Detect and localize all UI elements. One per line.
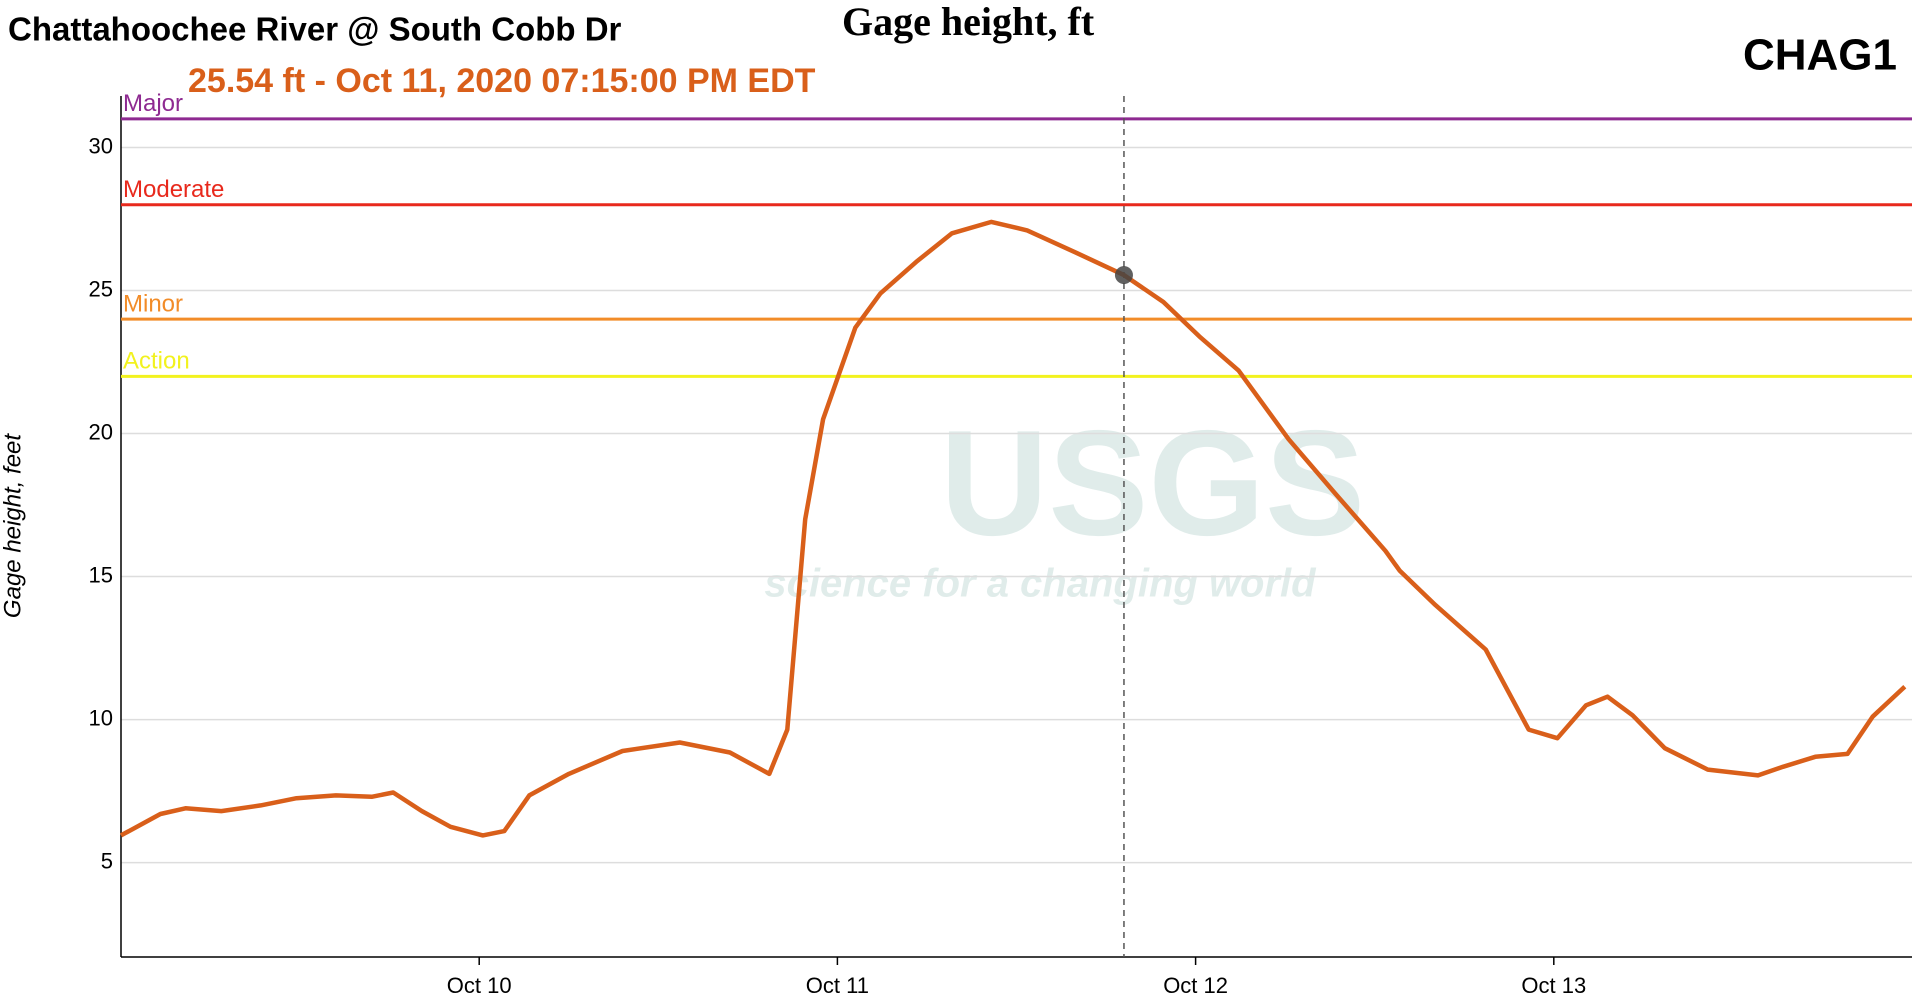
threshold-label: Minor [123, 290, 183, 317]
x-tick-label: Oct 11 [806, 973, 869, 998]
chart-subtitle: Gage height, ft [842, 0, 1095, 44]
threshold-label: Action [123, 348, 190, 375]
y-tick-label: 20 [89, 419, 113, 444]
watermark: USGS science for a changing world [764, 399, 1365, 606]
site-id: CHAG1 [1743, 31, 1897, 80]
threshold-label: Moderate [123, 176, 224, 203]
y-tick-label: 25 [89, 276, 113, 301]
y-tick-label: 15 [89, 562, 113, 587]
y-tick-label: 10 [89, 705, 113, 730]
highlight-point [1114, 266, 1133, 285]
threshold-label: Major [123, 90, 183, 117]
x-tick-label: Oct 13 [1521, 973, 1586, 998]
annotation: 25.54 ft - Oct 11, 2020 07:15:00 PM EDT [188, 62, 816, 100]
chart-title: Chattahoochee River @ South Cobb Dr [8, 11, 622, 48]
watermark-tagline: science for a changing world [764, 562, 1317, 606]
data-line [119, 219, 1907, 838]
y-tick-label: 5 [101, 848, 113, 873]
x-tick-label: Oct 10 [447, 973, 512, 998]
x-tick-label: Oct 12 [1163, 973, 1228, 998]
watermark-logo: USGS [940, 399, 1365, 567]
y-axis-label: Gage height, feet [0, 433, 26, 618]
y-tick-label: 30 [89, 133, 113, 158]
